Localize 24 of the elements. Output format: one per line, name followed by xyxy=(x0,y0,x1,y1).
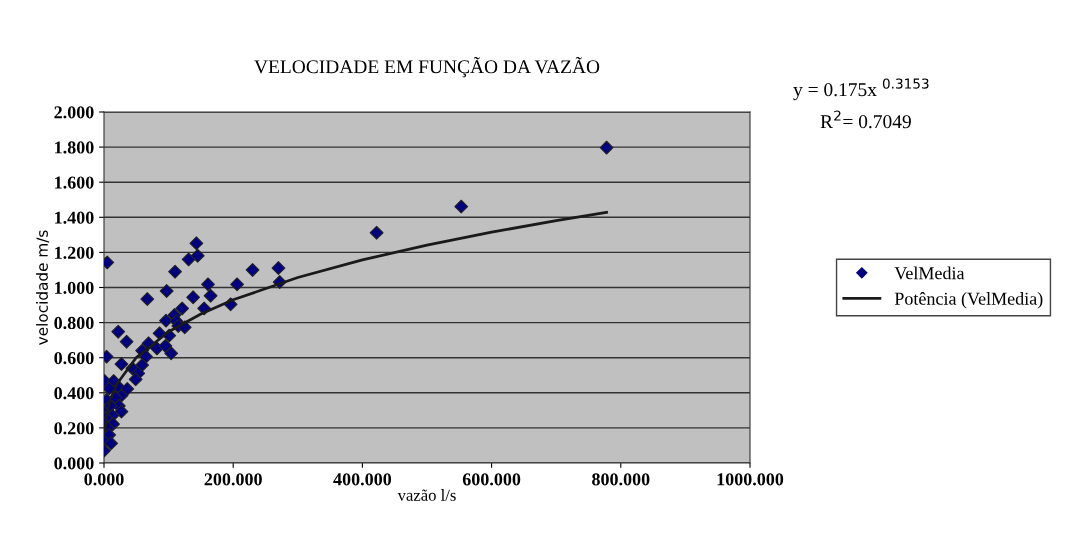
x-tick-label: 800.000 xyxy=(592,473,650,486)
y-tick-label: 1.800 xyxy=(55,141,94,154)
x-tick-label: 1000.000 xyxy=(717,473,784,486)
y-tick-label: 1.600 xyxy=(55,176,94,189)
text: y = 0.175x $^{0.3153}$ xyxy=(793,78,929,101)
y-axis-title: velocidade m/s xyxy=(36,230,50,345)
y-tick-label: 0.800 xyxy=(54,316,94,330)
text: R$^{2}$= 0.7049 xyxy=(820,110,911,129)
y-tick-label: 0.000 xyxy=(54,457,94,470)
legend-label: Potência (VelMedia) xyxy=(894,292,1043,309)
x-tick-label: 200.000 xyxy=(204,473,262,486)
x-tick-label: 0.000 xyxy=(84,473,124,486)
x-tick-label: 400.000 xyxy=(333,473,392,486)
x-axis-title: vazão l/s xyxy=(397,489,456,501)
y-tick-label: 1.000 xyxy=(55,281,94,295)
y-tick-label: 0.200 xyxy=(54,422,94,435)
x-tick-label: 600.000 xyxy=(462,473,521,486)
y-tick-label: 1.200 xyxy=(55,246,94,259)
legend-label: VelMedia xyxy=(894,266,965,280)
y-tick-label: 0.400 xyxy=(54,387,94,400)
chart-title: VELOCIDADE EM FUNÇÃO DA VAZÃO xyxy=(254,56,600,78)
y-tick-label: 1.400 xyxy=(55,211,94,224)
y-tick-label: 2.000 xyxy=(54,106,94,119)
y-tick-label: 0.600 xyxy=(54,351,94,365)
